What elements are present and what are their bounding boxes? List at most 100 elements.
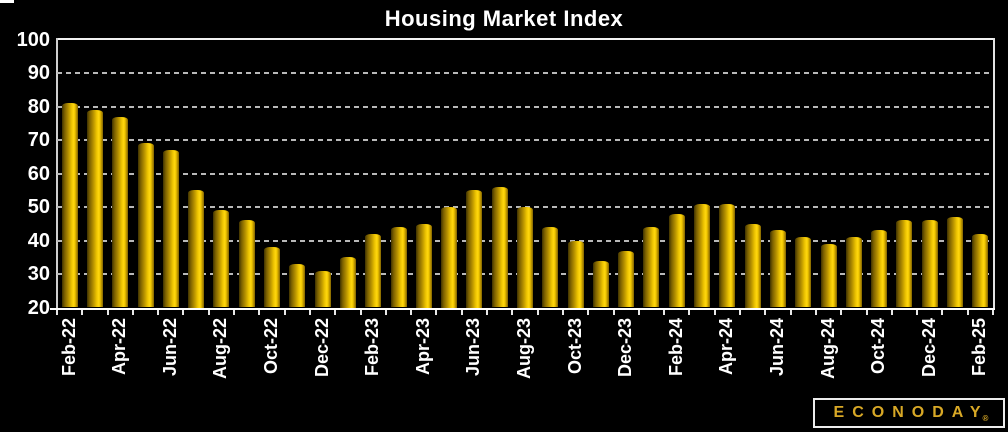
x-axis-label-Oct-22: Oct-22 (261, 318, 282, 375)
x-tick (587, 309, 590, 315)
bar-Apr-23 (415, 223, 432, 308)
bar-Aug-24 (820, 243, 837, 308)
x-tick (840, 309, 843, 315)
x-tick (663, 309, 666, 315)
x-tick (258, 309, 261, 315)
x-tick (308, 309, 311, 315)
bar-Aug-22 (213, 210, 230, 308)
x-tick (384, 309, 387, 315)
y-axis-label-80: 80 (27, 95, 50, 118)
chart-title: Housing Market Index (384, 6, 624, 31)
bar-Jan-25 (947, 217, 964, 308)
bar-Aug-23 (517, 207, 533, 308)
y-axis-label-70: 70 (27, 129, 50, 151)
bar-Jan-24 (643, 227, 660, 308)
x-tick (233, 309, 236, 315)
bar-Feb-23 (365, 233, 382, 308)
x-axis-label-Aug-23: Aug-23 (514, 318, 534, 380)
bar-Sep-23 (542, 227, 559, 308)
x-tick (561, 309, 564, 315)
x-axis-label-Jun-23: Jun-23 (463, 318, 484, 377)
bar-Nov-22 (289, 263, 306, 308)
x-tick (334, 309, 337, 315)
bar-Nov-24 (896, 220, 913, 308)
x-axis-label-Jun-24: Jun-24 (766, 318, 787, 377)
plot-right-border (992, 38, 995, 308)
x-tick (966, 309, 969, 315)
bar-May-23 (441, 207, 458, 308)
bar-Sep-24 (845, 237, 862, 308)
bar-Dec-24 (921, 220, 938, 308)
x-tick (890, 309, 893, 315)
x-tick (460, 309, 463, 315)
y-axis-label-20: 20 (27, 296, 50, 319)
bar-Jul-24 (795, 237, 812, 308)
x-tick (435, 309, 438, 315)
bar-Feb-24 (668, 213, 685, 308)
x-tick (511, 309, 514, 315)
x-axis-label-Oct-24: Oct-24 (868, 318, 889, 375)
bar-Oct-24 (871, 230, 888, 308)
y-axis-label-40: 40 (27, 229, 50, 252)
y-axis-label-60: 60 (27, 162, 50, 185)
x-tick (410, 309, 413, 315)
x-axis-label-Aug-22: Aug-22 (210, 318, 231, 380)
bar-Dec-23 (618, 250, 635, 308)
x-tick (612, 309, 615, 315)
x-tick (81, 309, 84, 315)
x-axis-label-Apr-22: Apr-22 (109, 318, 130, 376)
x-axis-label-Apr-23: Apr-23 (412, 318, 433, 376)
x-tick (106, 309, 109, 315)
x-axis-label-Feb-24: Feb-24 (665, 318, 686, 377)
bar-Jul-22 (188, 190, 205, 308)
x-axis-label-Oct-23: Oct-23 (564, 318, 585, 375)
gridline-70 (57, 139, 993, 141)
bar-Mar-22 (86, 109, 103, 308)
x-axis-label-Feb-23: Feb-23 (362, 318, 383, 377)
x-tick (789, 309, 792, 315)
bar-Apr-22 (112, 116, 129, 308)
bar-May-22 (137, 143, 154, 308)
x-tick (713, 309, 716, 315)
x-tick (739, 309, 742, 315)
x-tick (941, 309, 944, 315)
x-axis-label-Dec-22: Dec-22 (311, 318, 332, 378)
plot-top-border (56, 38, 994, 40)
x-tick (764, 309, 767, 315)
x-axis-label-Feb-22: Feb-22 (58, 318, 79, 377)
x-axis-label-Aug-24: Aug-24 (817, 318, 838, 380)
bar-Jun-22 (162, 150, 179, 308)
gridline-80 (57, 105, 993, 108)
x-axis-line (50, 307, 995, 310)
bar-Apr-24 (719, 203, 736, 308)
bar-Jul-23 (491, 186, 508, 308)
y-axis-label-90: 90 (27, 62, 50, 84)
x-axis-label-Dec-23: Dec-23 (615, 318, 636, 378)
x-tick (992, 309, 994, 315)
plot-left-border (55, 38, 58, 308)
bar-Nov-23 (592, 260, 609, 308)
x-tick (359, 309, 362, 315)
gridline-90 (57, 72, 993, 74)
x-axis-label-Feb-25: Feb-25 (969, 318, 990, 377)
econoday-logo[interactable]: ECONODAY ® (813, 398, 1005, 428)
bar-Sep-22 (238, 220, 255, 308)
gridline-60 (57, 172, 993, 175)
y-axis-label-50: 50 (27, 196, 50, 218)
x-tick (207, 309, 210, 315)
x-tick (56, 309, 58, 315)
x-axis-label-Jun-22: Jun-22 (159, 318, 180, 377)
bar-Jun-23 (466, 190, 483, 308)
bar-Oct-23 (567, 240, 584, 308)
y-axis-label-100: 100 (16, 28, 50, 51)
x-tick (283, 309, 286, 315)
y-axis-label-30: 30 (27, 263, 50, 285)
x-axis-label-Dec-24: Dec-24 (918, 318, 939, 378)
bar-Mar-23 (390, 227, 407, 308)
bar-Feb-22 (61, 103, 78, 308)
x-tick (157, 309, 160, 315)
x-tick (182, 309, 185, 315)
registered-trademark-icon: ® (982, 414, 989, 423)
bar-Jan-23 (339, 257, 356, 308)
